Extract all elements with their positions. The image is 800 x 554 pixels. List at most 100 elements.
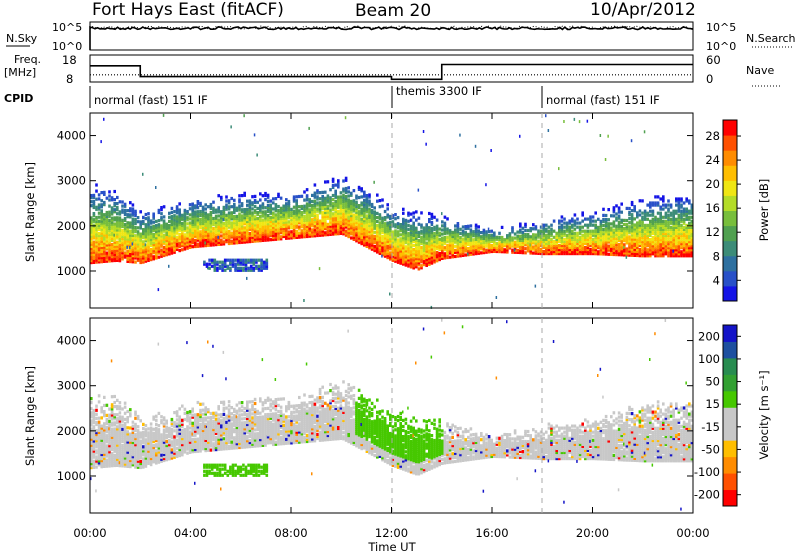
data-cell xyxy=(474,241,478,246)
data-cell xyxy=(131,207,135,211)
data-cell xyxy=(378,251,382,255)
data-cell xyxy=(415,253,418,257)
data-cell xyxy=(157,225,161,229)
data-cell xyxy=(227,225,231,229)
data-cell xyxy=(110,405,114,409)
data-cell xyxy=(604,248,608,252)
data-cell xyxy=(264,230,267,234)
data-cell xyxy=(394,251,397,255)
data-cell xyxy=(584,235,587,239)
data-cell xyxy=(173,238,176,242)
data-cell xyxy=(344,199,348,203)
data-cell xyxy=(95,230,98,234)
data-cell xyxy=(214,243,218,247)
data-cell xyxy=(139,449,142,453)
data-cell xyxy=(649,238,652,242)
data-cell xyxy=(636,243,639,247)
data-cell xyxy=(420,256,423,260)
data-cell xyxy=(386,225,389,229)
data-cell xyxy=(664,246,668,250)
data-cell xyxy=(391,236,395,240)
data-cell xyxy=(565,237,569,241)
data-cell xyxy=(97,443,101,447)
data-cell xyxy=(576,239,579,243)
data-cell xyxy=(225,205,228,209)
data-cell xyxy=(157,231,161,235)
data-cell xyxy=(563,247,566,252)
data-cell xyxy=(121,249,124,253)
data-cell xyxy=(248,240,252,244)
data-cell xyxy=(685,248,688,252)
data-cell xyxy=(680,244,683,248)
data-cell xyxy=(277,229,280,233)
data-cell xyxy=(175,239,179,243)
data-cell xyxy=(256,235,259,239)
data-cell xyxy=(677,246,681,250)
data-cell xyxy=(149,258,153,262)
data-cell xyxy=(675,229,678,234)
data-cell xyxy=(238,224,241,228)
data-cell xyxy=(261,194,265,198)
data-cell xyxy=(391,250,395,254)
data-cell xyxy=(443,225,447,229)
data-cell xyxy=(563,229,566,233)
data-cell xyxy=(643,223,647,227)
data-cell xyxy=(633,227,636,231)
data-cell xyxy=(129,251,132,256)
data-cell xyxy=(342,179,345,183)
data-cell xyxy=(493,249,496,253)
data-cell xyxy=(246,224,249,228)
data-cell xyxy=(118,405,122,409)
data-cell xyxy=(290,220,293,224)
data-cell xyxy=(389,224,392,229)
data-cell xyxy=(274,237,278,241)
data-cell xyxy=(347,186,350,190)
data-cell xyxy=(443,227,447,231)
data-cell xyxy=(246,228,249,232)
data-cell xyxy=(100,215,103,219)
data-cell xyxy=(682,244,686,248)
data-cell xyxy=(108,220,111,224)
data-cell xyxy=(422,258,426,263)
data-cell xyxy=(586,241,590,245)
data-cell xyxy=(173,236,176,240)
data-cell xyxy=(477,237,480,241)
data-cell xyxy=(441,246,444,250)
data-cell xyxy=(573,213,577,217)
data-cell xyxy=(173,232,176,236)
data-cell xyxy=(129,246,131,249)
data-cell xyxy=(116,429,119,433)
data-cell xyxy=(443,223,447,227)
data-cell xyxy=(155,248,158,252)
data-cell xyxy=(477,229,480,233)
data-cell xyxy=(311,218,314,222)
data-cell xyxy=(664,242,668,246)
data-cell xyxy=(103,446,106,450)
data-cell xyxy=(266,220,270,224)
data-cell xyxy=(287,199,291,204)
data-cell xyxy=(417,238,421,243)
data-cell xyxy=(425,223,428,227)
data-cell xyxy=(651,248,655,252)
data-cell xyxy=(480,237,483,241)
data-cell xyxy=(261,224,265,228)
data-cell xyxy=(287,236,291,240)
data-cell xyxy=(602,242,605,246)
data-cell xyxy=(477,225,480,229)
data-cell xyxy=(222,211,226,216)
data-cell xyxy=(191,208,194,212)
data-cell xyxy=(467,247,470,251)
data-cell xyxy=(103,225,106,229)
data-cell xyxy=(334,224,337,228)
data-cell xyxy=(238,198,241,202)
data-cell xyxy=(386,233,389,237)
data-cell xyxy=(147,246,150,250)
data-cell xyxy=(264,224,267,228)
data-cell xyxy=(381,226,384,230)
data-cell xyxy=(506,250,509,254)
data-cell xyxy=(285,218,288,222)
data-cell xyxy=(157,208,161,212)
data-cell xyxy=(355,237,358,241)
data-cell xyxy=(646,211,649,215)
data-cell xyxy=(108,448,111,452)
